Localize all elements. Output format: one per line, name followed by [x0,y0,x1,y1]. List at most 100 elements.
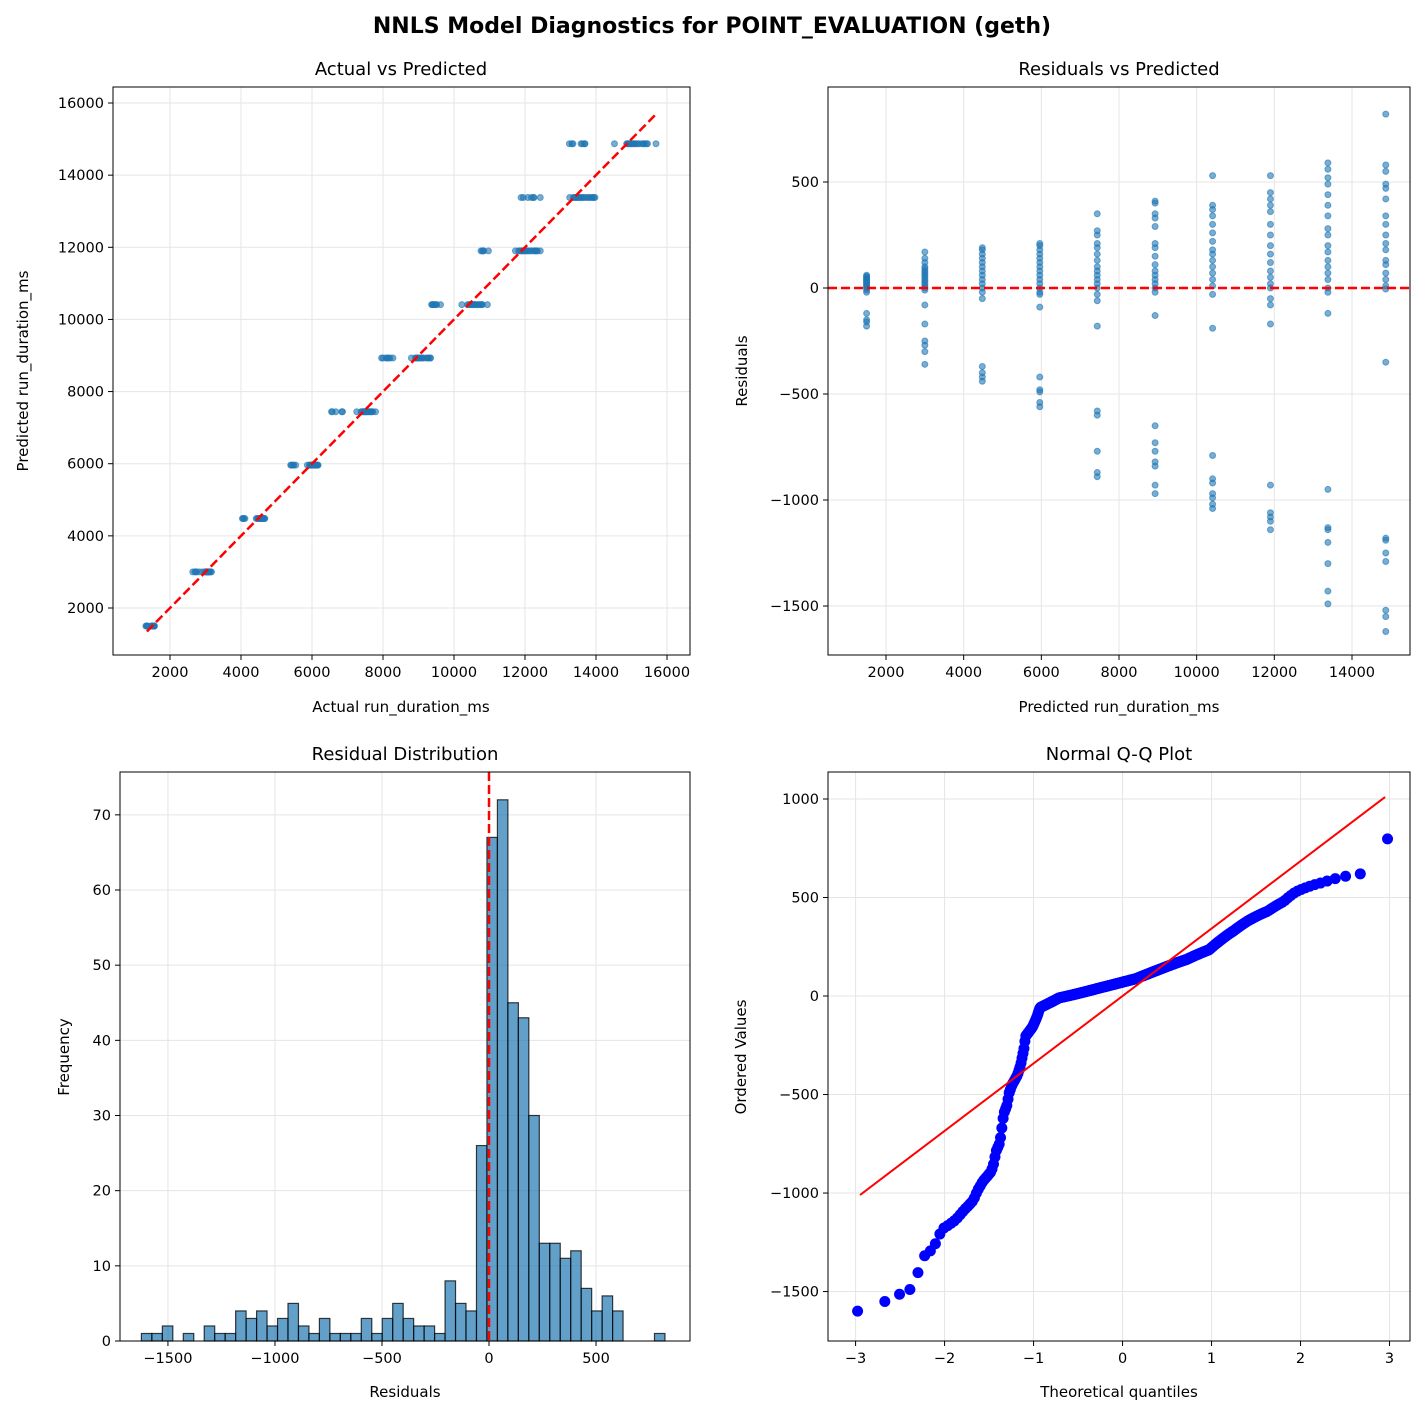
histogram-bar [653,1332,666,1342]
residual-point [1324,201,1332,209]
histogram-bar [591,1310,603,1342]
residual-point [1209,212,1217,220]
x-tick-label: 10000 [1174,665,1220,681]
residual-point [1093,256,1101,264]
qq-point [1382,833,1394,845]
residual-point [1151,447,1159,455]
histogram-bar [276,1317,289,1342]
residual-point [1209,237,1217,245]
residual-point [1209,172,1217,180]
actual-vs-predicted-point [378,354,386,362]
residual-point [863,322,871,330]
qq-point [1354,868,1366,880]
histogram-bar [507,1002,519,1342]
qq-point [879,1296,891,1308]
histogram-bar [151,1332,163,1342]
x-tick-label: 8000 [1101,665,1138,681]
residual-point [1266,295,1274,303]
axes-frame-4: −3 −2 −1 0 1 2 3 −1500 −1000 −500 0 500 1000 [770,771,1411,1367]
x-tick-label: 14000 [1329,665,1375,681]
residual-point [1209,263,1217,271]
plot-area-2 [828,110,1410,635]
plot-area-4 [852,796,1394,1317]
residual-point [1266,172,1274,180]
panel2-ylabel: Residuals [733,335,751,406]
x-tick-label: −1000 [250,1351,299,1367]
x-tick-label: 12000 [1251,665,1297,681]
residual-point [1324,256,1332,264]
residual-point [921,301,929,309]
actual-vs-predicted-point [477,247,485,255]
qq-point [912,1267,924,1279]
residual-point [1382,606,1390,614]
histogram-bar [161,1325,174,1342]
actual-vs-predicted-point [428,301,436,309]
residual-point [1324,269,1332,277]
residual-point [1151,261,1159,269]
residual-point [1324,212,1332,220]
residual-point [1266,201,1274,209]
y-tick-label: 6000 [67,457,104,473]
x-tick-label: 1 [1207,1351,1216,1367]
histogram-bar [612,1310,624,1342]
histogram-bar [559,1257,572,1342]
qq-point [904,1283,916,1295]
histogram-bar [538,1242,551,1342]
x-tick-label: 2 [1296,1351,1305,1367]
residual-point [1266,242,1274,250]
panel1-title: Actual vs Predicted [315,59,487,80]
y-tick-label: 12000 [58,240,104,256]
residual-point [1382,212,1390,220]
residual-point [1209,479,1217,487]
residual-point [1324,180,1332,188]
residual-point [1324,191,1332,199]
y-tick-label: 0 [810,989,819,1005]
y-tick-label: 70 [93,808,111,824]
y-tick-label: 50 [93,958,111,974]
residual-point [1382,184,1390,192]
residual-point [921,348,929,356]
residual-point [1266,208,1274,216]
histogram-bar [475,1144,488,1342]
actual-vs-predicted-point [517,194,525,202]
residual-point [1266,526,1274,534]
residual-point [1151,214,1159,222]
residual-point [1093,210,1101,218]
residual-point [1093,322,1101,330]
qq-point [852,1305,864,1317]
residual-point [1266,301,1274,309]
histogram-bar [528,1114,540,1342]
residual-point [1036,403,1044,411]
residual-point [1266,320,1274,328]
residual-point [1324,600,1332,608]
residual-point [1324,276,1332,284]
residual-point [1151,481,1159,489]
residual-point [1036,290,1044,298]
y-tick-label: 8000 [67,385,104,401]
residual-point [921,341,929,349]
qq-point [996,1122,1008,1134]
residual-point [1324,263,1332,271]
residual-point [921,360,929,368]
y-tick-label: 14000 [58,168,104,184]
panel-3: −1500 −1000 −500 0 500 0 10 20 30 40 50 60 70 [93,771,691,1367]
actual-vs-predicted-point [142,622,150,630]
y-tick-label: −1500 [770,1285,819,1301]
x-tick-label: 16000 [644,665,690,681]
histogram-bar [496,799,509,1342]
residual-point [1093,411,1101,419]
axes-frame-1: 2000 4000 6000 8000 10000 12000 14000 16000 2000… [58,86,691,681]
residual-point [1324,526,1332,534]
x-tick-label: −1 [1023,1351,1044,1367]
histogram-bar [465,1310,478,1342]
histogram-bar [214,1332,226,1342]
x-tick-label: 0 [484,1351,493,1367]
actual-vs-predicted-point [610,140,618,148]
panel4-title: Normal Q-Q Plot [1046,744,1193,765]
residual-point [1382,261,1390,269]
histogram-bar [287,1302,300,1342]
residual-point [863,288,871,296]
qq-point [929,1238,941,1250]
histogram-bar [203,1325,216,1342]
histogram-bar [517,1017,530,1342]
